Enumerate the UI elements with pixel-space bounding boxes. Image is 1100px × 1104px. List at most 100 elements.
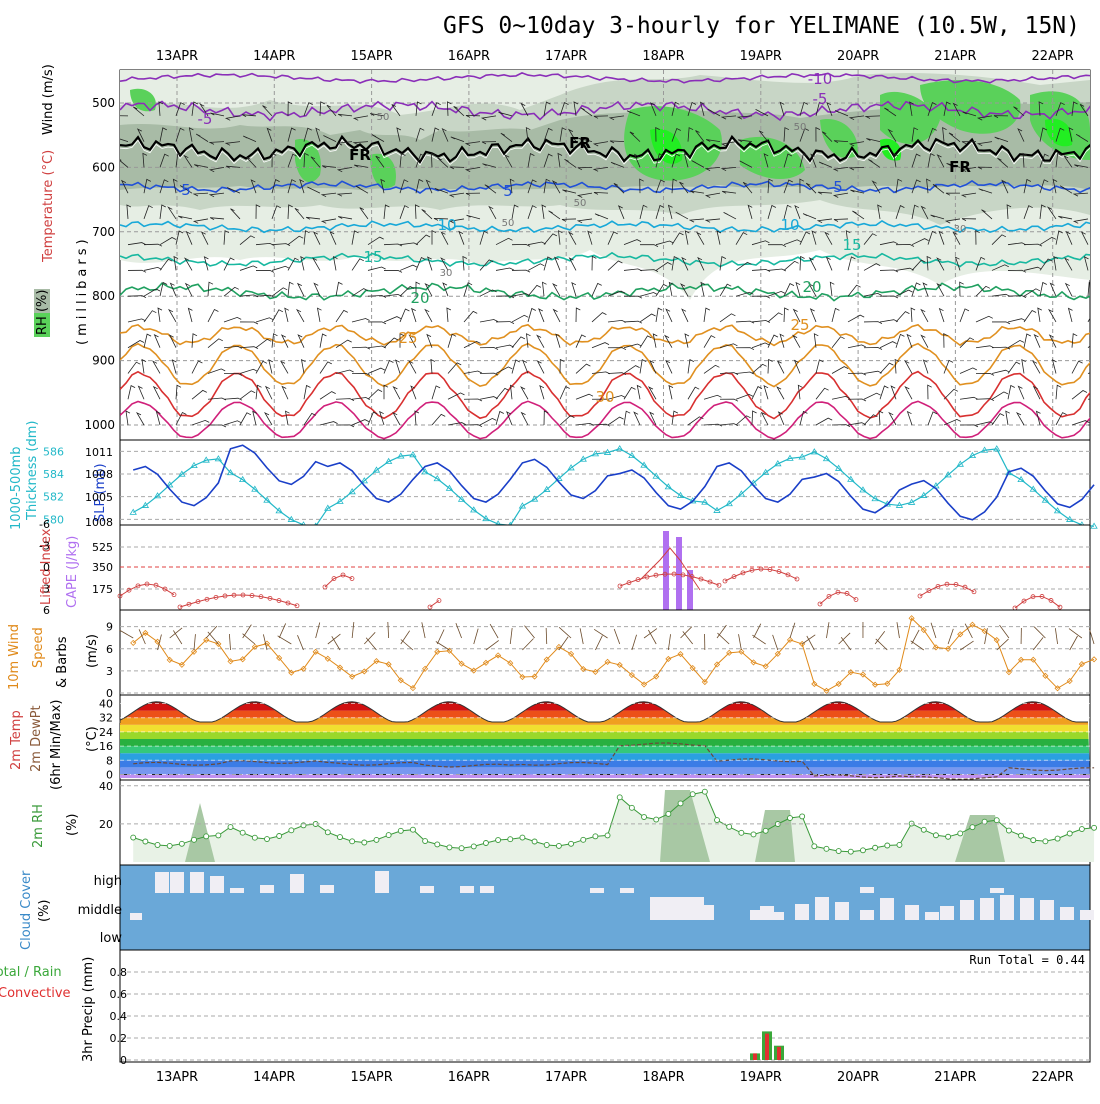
rh2m-marker xyxy=(386,833,391,838)
contour-label: FR xyxy=(569,134,591,152)
contour-label: 20 xyxy=(802,278,821,296)
rh2m-marker xyxy=(715,818,720,823)
wind10-axis-label-2: Speed xyxy=(31,627,46,668)
slp-tick: 1008 xyxy=(85,468,113,481)
date-tick-bottom: 16APR xyxy=(448,1070,490,1085)
date-tick-top: 13APR xyxy=(156,49,198,64)
rh2m-marker xyxy=(423,839,428,844)
date-tick-bottom: 13APR xyxy=(156,1070,198,1085)
temp2m-axis-label-2: 2m DewPt xyxy=(29,705,44,772)
rh2m-marker xyxy=(131,835,136,840)
rh2m-marker xyxy=(556,843,561,848)
rh2m-marker xyxy=(532,839,537,844)
rh2m-marker xyxy=(362,840,367,845)
run-total-label: Run Total = 0.44 xyxy=(969,953,1085,967)
contour-label: 15 xyxy=(842,236,861,254)
temp2m-tick: 32 xyxy=(99,712,113,725)
wind10-tick: 3 xyxy=(106,665,113,678)
cloud-mid-bar xyxy=(1080,910,1094,920)
thickness-tick: 582 xyxy=(43,491,64,504)
pressure-axis-label: (millibars) xyxy=(75,235,90,345)
rh2m-marker xyxy=(1043,839,1048,844)
rh2m-marker xyxy=(994,818,999,823)
rh2m-marker xyxy=(325,830,330,835)
rh-legend-label: RH (%) xyxy=(34,289,50,337)
cloud-panel xyxy=(120,865,1094,950)
rh2m-marker xyxy=(933,833,938,838)
rh2m-marker xyxy=(654,817,659,822)
rh2m-marker xyxy=(970,825,975,830)
cloud-mid-bar xyxy=(815,897,829,920)
rh2m-marker xyxy=(812,844,817,849)
rh2m-marker xyxy=(946,834,951,839)
cloud-axis-label: Cloud Cover xyxy=(19,870,34,950)
cloud-high-bar xyxy=(990,888,1004,893)
rh2m-marker xyxy=(167,843,172,848)
slp-tick: 1011 xyxy=(85,446,113,459)
rh2m-tick: 20 xyxy=(99,818,113,831)
thickness-tick: 586 xyxy=(43,445,64,458)
cloud-high-bar xyxy=(420,886,434,893)
cloud-mid-bar xyxy=(1060,907,1074,920)
date-tick-top: 15APR xyxy=(350,49,392,64)
cloud-mid-bar xyxy=(130,913,142,920)
rh2m-marker xyxy=(824,846,829,851)
rh2m-marker xyxy=(848,849,853,854)
lifted-index-tick: 6 xyxy=(43,604,50,617)
contour-label: -5 xyxy=(198,110,213,128)
temp2m-axis-label-3: (6hr Min/Max) xyxy=(49,700,64,790)
rh2m-marker xyxy=(447,845,452,850)
date-tick-top: 18APR xyxy=(642,49,684,64)
rh2m-marker xyxy=(593,834,598,839)
wind10-unit-label: (m/s) xyxy=(85,634,100,668)
temp-band xyxy=(120,732,1090,739)
rh2m-marker xyxy=(569,841,574,846)
rh2m-marker xyxy=(958,831,963,836)
cloud-high-bar xyxy=(155,872,169,893)
wind-axis-label: Wind (m/s) xyxy=(41,64,56,135)
date-tick-bottom: 15APR xyxy=(350,1070,392,1085)
cloud-mid-bar xyxy=(860,910,874,920)
precip-conv-bar xyxy=(777,1047,781,1060)
cloud-high-bar xyxy=(170,872,184,893)
cape-panel xyxy=(118,525,1090,610)
cloud-mid-bar xyxy=(795,904,809,920)
date-tick-bottom: 21APR xyxy=(934,1070,976,1085)
rh2m-marker xyxy=(605,833,610,838)
rh2m-axis-label: 2m RH xyxy=(31,804,46,848)
contour-label: 50 xyxy=(502,218,515,229)
date-tick-top: 19APR xyxy=(740,49,782,64)
contour-label: 20 xyxy=(410,289,429,307)
wind10m-panel xyxy=(119,610,1096,695)
cloud-level-label: middle xyxy=(78,903,122,918)
thickness-axis-label-1: 1000-500mb xyxy=(9,446,24,530)
rh2m-marker xyxy=(289,828,294,833)
precip-panel-bg xyxy=(120,950,1090,1062)
contour-label: 50 xyxy=(794,122,807,133)
rh2m-marker xyxy=(410,827,415,832)
date-tick-top: 22APR xyxy=(1032,49,1074,64)
date-tick-top: 16APR xyxy=(448,49,490,64)
cape-tick: 350 xyxy=(92,561,113,574)
rh2m-marker xyxy=(350,839,355,844)
contour-label: 15 xyxy=(363,248,382,266)
rh2m-marker xyxy=(398,828,403,833)
wind10-axis-label-1: 10m Wind xyxy=(7,624,22,690)
rh2m-marker xyxy=(277,834,282,839)
rh2m-marker xyxy=(873,845,878,850)
precip-conv-bar xyxy=(765,1034,769,1060)
rh2m-marker xyxy=(192,837,197,842)
rh2m-marker xyxy=(216,833,221,838)
contour-label: -5 xyxy=(813,90,828,108)
cloud-level-label: high xyxy=(94,874,122,889)
temp-band xyxy=(120,767,1090,774)
contour-label: -10 xyxy=(808,70,833,88)
rh2m-marker xyxy=(459,846,464,851)
lifted-index-tick: -3 xyxy=(39,540,50,553)
cloud-mid-bar xyxy=(835,902,849,920)
contour-label: 30 xyxy=(440,268,453,279)
rh2m-marker xyxy=(337,835,342,840)
